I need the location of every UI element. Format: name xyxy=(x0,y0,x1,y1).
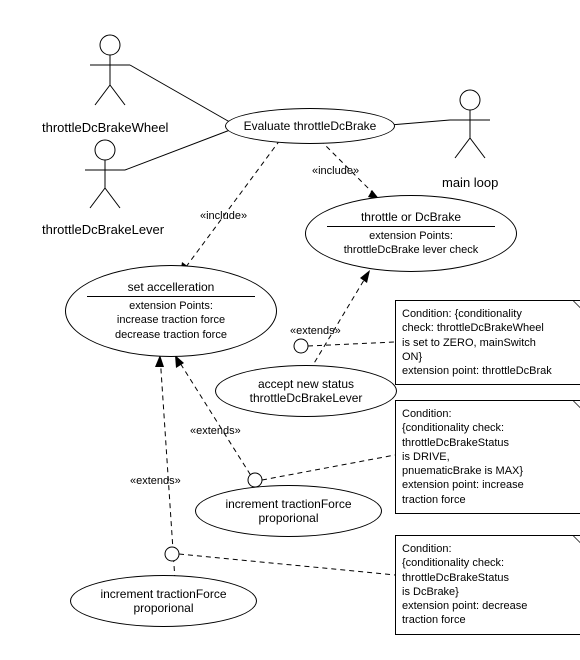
note-line: extension point: increase xyxy=(402,478,577,492)
stereotype-extends: «extends» xyxy=(190,425,241,437)
divider xyxy=(87,296,255,297)
usecase-increment1: increment tractionForce proporional xyxy=(195,485,382,537)
usecase-title-line1: increment tractionForce xyxy=(221,497,355,511)
note-line: traction force xyxy=(402,493,577,507)
usecase-title-line1: accept new status xyxy=(254,377,358,391)
note-line: ON} xyxy=(402,350,577,364)
note-condition1: Condition: {conditionality check: thrott… xyxy=(395,300,580,385)
stereotype-extends: «extends» xyxy=(130,475,181,487)
usecase-evaluate: Evaluate throttleDcBrake xyxy=(225,108,395,144)
assoc-lever-evaluate xyxy=(125,130,230,170)
note-line: Condition: xyxy=(402,542,577,556)
dep-extends3 xyxy=(160,355,175,580)
dep-extends1 xyxy=(310,270,370,370)
stereotype-extends: «extends» xyxy=(290,325,341,337)
note-line: extension point: throttleDcBrak xyxy=(402,364,577,378)
usecase-set-accel: set accelleration extension Points: incr… xyxy=(65,265,277,357)
usecase-accept: accept new status throttleDcBrakeLever xyxy=(215,365,397,417)
note-line: is DcBrake} xyxy=(402,585,577,599)
note-line: check: throttleDcBrakeWheel xyxy=(402,321,577,335)
note-line: pnuematicBrake is MAX} xyxy=(402,464,577,478)
usecase-title-line2: throttleDcBrakeLever xyxy=(246,391,367,405)
note-line: {conditionality check: xyxy=(402,556,577,570)
note-condition3: Condition: {conditionality check: thrott… xyxy=(395,535,580,635)
note-line: extension point: decrease xyxy=(402,599,577,613)
usecase-title-line2: proporional xyxy=(254,511,322,525)
actor-lever xyxy=(85,140,125,208)
ext-point: decrease traction force xyxy=(107,328,235,342)
usecase-increment2: increment tractionForce proporional xyxy=(70,575,257,627)
ext-point: throttleDcBrake lever check xyxy=(336,243,487,257)
stereotype-include: «include» xyxy=(200,210,247,222)
actor-mainloop xyxy=(450,90,490,158)
ext-point: increase traction force xyxy=(109,313,233,327)
usecase-title-line1: increment tractionForce xyxy=(96,587,230,601)
note-line: throttleDcBrakeStatus xyxy=(402,571,577,585)
divider xyxy=(327,226,495,227)
label-actor-wheel: throttleDcBrakeWheel xyxy=(42,120,168,135)
note-line: {conditionality check: xyxy=(402,421,577,435)
usecase-title: Evaluate throttleDcBrake xyxy=(240,119,381,133)
assoc-wheel-evaluate xyxy=(130,65,235,125)
ext-label: extension Points: xyxy=(361,229,461,243)
note-line: traction force xyxy=(402,613,577,627)
label-actor-mainloop: main loop xyxy=(442,175,498,190)
stereotype-include: «include» xyxy=(312,165,359,177)
actor-wheel xyxy=(90,35,130,105)
note-line: Condition: xyxy=(402,407,577,421)
usecase-throttle-or: throttle or DcBrake extension Points: th… xyxy=(305,195,517,272)
note-condition2: Condition: {conditionality check: thrott… xyxy=(395,400,580,514)
note-line: Condition: {conditionality xyxy=(402,307,577,321)
note-line: is DRIVE, xyxy=(402,450,577,464)
dep-include2 xyxy=(180,140,280,275)
ext-label: extension Points: xyxy=(121,299,221,313)
usecase-title: set accelleration xyxy=(124,280,219,294)
usecase-title-line2: proporional xyxy=(129,601,197,615)
note-line: throttleDcBrakeStatus xyxy=(402,436,577,450)
assoc-mainloop-evaluate xyxy=(390,120,450,125)
usecase-title: throttle or DcBrake xyxy=(357,210,465,224)
note-line: is set to ZERO, mainSwitch xyxy=(402,336,577,350)
label-actor-lever: throttleDcBrakeLever xyxy=(42,222,164,237)
